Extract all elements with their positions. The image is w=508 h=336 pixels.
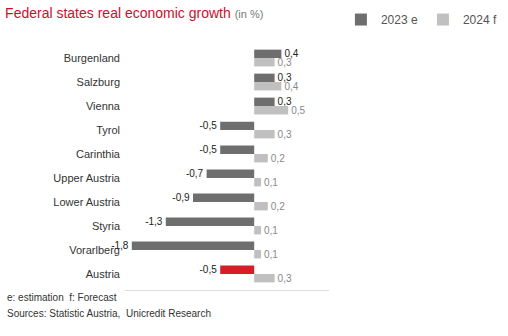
svg-text:0,5: 0,5 [291, 105, 305, 116]
svg-text:-0,5: -0,5 [200, 264, 218, 275]
svg-text:Tyrol: Tyrol [96, 124, 120, 136]
svg-text:0,4: 0,4 [284, 48, 298, 59]
svg-text:Burgenland: Burgenland [64, 52, 120, 64]
svg-text:Sources: Statistic Austria, U: Sources: Statistic Austria, Unicredit Re… [7, 308, 211, 319]
svg-text:Carinthia: Carinthia [76, 148, 121, 160]
svg-text:-0,7: -0,7 [186, 168, 204, 179]
svg-text:Salzburg: Salzburg [77, 76, 120, 88]
svg-text:Upper Austria: Upper Austria [53, 172, 121, 184]
svg-text:2023 e: 2023 e [381, 13, 418, 27]
svg-text:0,1: 0,1 [264, 177, 278, 188]
svg-text:Austria: Austria [86, 268, 121, 280]
svg-text:0,1: 0,1 [264, 225, 278, 236]
svg-text:Vienna: Vienna [86, 100, 121, 112]
svg-text:0,3: 0,3 [278, 72, 292, 83]
svg-text:0,3: 0,3 [278, 96, 292, 107]
svg-text:-1,3: -1,3 [145, 216, 163, 227]
svg-text:e: estimation f: Forecast: e: estimation f: Forecast [7, 292, 117, 303]
svg-text:Styria: Styria [92, 220, 121, 232]
svg-text:2024 f: 2024 f [463, 13, 497, 27]
svg-text:0,4: 0,4 [284, 81, 298, 92]
svg-text:0,3: 0,3 [278, 57, 292, 68]
svg-text:0,2: 0,2 [271, 201, 285, 212]
svg-text:0,3: 0,3 [278, 273, 292, 284]
svg-text:0,2: 0,2 [271, 153, 285, 164]
svg-text:-0,5: -0,5 [200, 144, 218, 155]
svg-text:-0,5: -0,5 [200, 120, 218, 131]
svg-text:Vorarlberg: Vorarlberg [69, 244, 120, 256]
svg-text:Lower Austria: Lower Austria [53, 196, 121, 208]
svg-text:Federal states real economic g: Federal states real economic growth (in … [5, 5, 263, 21]
svg-text:0,1: 0,1 [264, 249, 278, 260]
svg-text:-0,9: -0,9 [172, 192, 190, 203]
svg-text:0,3: 0,3 [278, 129, 292, 140]
svg-text:-1,8: -1,8 [111, 240, 129, 251]
